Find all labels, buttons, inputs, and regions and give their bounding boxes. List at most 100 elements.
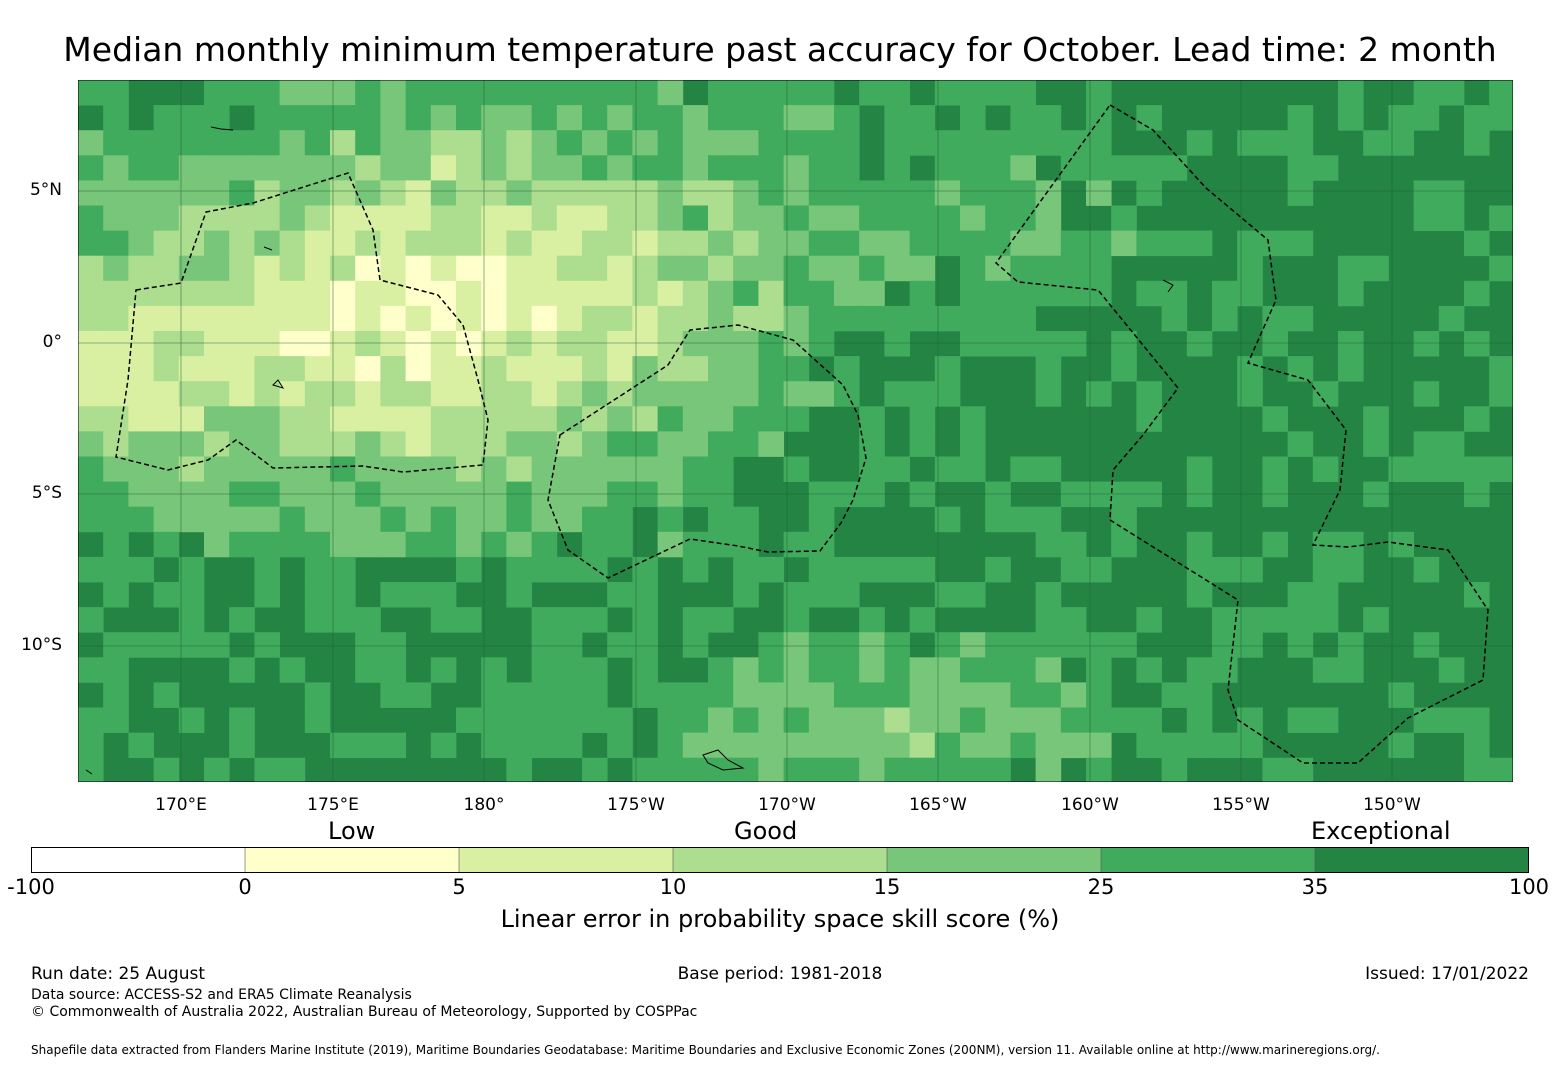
score-cell [1010,280,1036,307]
score-cell [834,682,860,708]
score-cell [1287,582,1314,608]
run-date: Run date: 25 August [31,964,205,984]
score-cell [708,130,734,156]
score-cell [204,180,230,206]
score-cell [330,406,356,432]
score-cell [985,80,1011,106]
score-cell [1035,205,1062,231]
score-cell [481,456,507,482]
score-cell [1438,707,1465,733]
score-cell [380,531,406,558]
lon-label-175w: 175°W [607,795,665,815]
score-cell [582,130,608,156]
score-cell [934,205,961,231]
score-cell [304,331,331,357]
score-cell [859,607,885,633]
score-cell [733,757,759,782]
score-cell [1010,230,1036,257]
score-cell [531,280,558,307]
score-cell [582,230,608,257]
score-cell [380,305,406,332]
score-cell [1413,707,1440,733]
score-cell [985,632,1011,658]
score-cell [103,356,129,382]
island-shape [85,769,93,775]
score-cell [934,707,961,733]
data-source: Data source: ACCESS-S2 and ERA5 Climate … [31,987,412,1003]
score-cell [1287,607,1314,633]
score-cell [985,682,1011,708]
score-cell [960,456,986,482]
score-cell [1464,707,1490,733]
score-cell [128,632,154,658]
score-cell [330,506,356,533]
score-cell [1237,381,1263,407]
score-cell [1363,130,1389,156]
score-cell [405,406,432,432]
score-cell [909,406,936,432]
score-cell [607,381,633,407]
score-cell [556,255,583,282]
score-cell [279,431,306,457]
score-cell [279,757,306,782]
score-cell [330,431,356,457]
score-cell [304,105,331,131]
score-cell [405,506,432,533]
score-cell [607,582,633,608]
score-cell [1060,255,1087,282]
score-cell [934,155,961,181]
score-cell [279,381,306,407]
score-cell [1212,657,1238,683]
score-cell [960,105,986,131]
score-cell [380,732,406,759]
score-cell [506,280,532,307]
score-cell [355,331,381,357]
score-cell [556,732,583,759]
score-cell [456,255,482,282]
score-cell [884,556,910,583]
page-title: Median monthly minimum temperature past … [63,30,1497,69]
score-cell [405,381,432,407]
score-cell [355,381,381,407]
score-cell [582,105,608,131]
score-cell [128,356,154,382]
score-cell [556,682,583,708]
score-cell [430,255,457,282]
score-cell [708,80,734,106]
score-cell [178,632,205,658]
score-cell [1010,506,1036,533]
score-cell [682,356,709,382]
score-cell [178,180,205,206]
score-cell [531,230,558,257]
base-period: Base period: 1981-2018 [677,964,883,984]
score-cell [657,280,684,307]
score-cell [708,381,734,407]
score-cell [405,80,432,106]
score-cell [657,381,684,407]
score-cell [279,356,306,382]
score-cell [1010,155,1036,181]
score-cell [834,556,860,583]
score-cell [405,280,432,307]
score-cell [582,607,608,633]
score-cell [1111,331,1137,357]
score-cell [1010,80,1036,106]
score-cell [1464,280,1490,307]
score-cell [909,732,936,759]
score-cell [430,105,457,131]
score-cell [960,155,986,181]
score-cell [556,230,583,257]
score-cell [632,632,658,658]
score-cell [884,632,910,658]
score-cell [556,506,583,533]
score-cell [204,406,230,432]
score-cell [103,406,129,432]
score-cell [254,757,280,782]
score-cell [128,205,154,231]
score-cell [1489,757,1513,782]
score-cell [481,305,507,332]
score-cell [934,632,961,658]
colorbar-tick: 5 [452,875,466,899]
score-cell [708,331,734,357]
score-cell [103,105,129,131]
